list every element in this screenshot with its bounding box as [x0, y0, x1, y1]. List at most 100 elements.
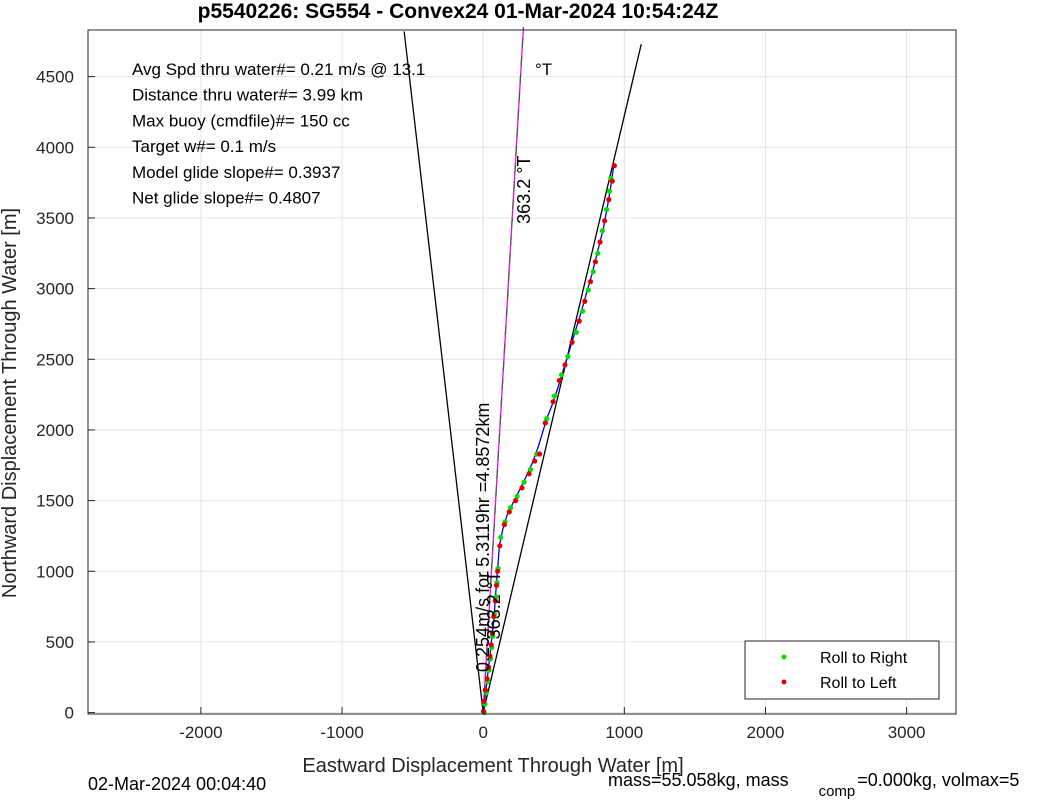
- roll-markers: [480, 163, 618, 716]
- roll-left-point: [597, 239, 603, 245]
- y-tick-label: 0: [65, 704, 74, 723]
- roll-right-point: [573, 329, 579, 335]
- roll-left-point: [587, 279, 594, 285]
- roll-left-point: [487, 653, 493, 659]
- roll-left-point: [492, 598, 498, 604]
- plot-area: [88, 30, 956, 714]
- stats-block: Avg Spd thru water#= 0.21 m/s @ 13.1 Dist…: [132, 60, 425, 208]
- roll-left-point: [609, 178, 615, 184]
- roll-left-point: [602, 218, 608, 224]
- y-axis-label: Northward Displacement Through Water [m]: [0, 208, 21, 598]
- roll-left-point: [513, 498, 519, 504]
- x-axis-label: Eastward Displacement Through Water [m]: [302, 755, 683, 777]
- stats-line: Model glide slope#= 0.3937: [132, 163, 340, 182]
- roll-left-point: [497, 543, 503, 549]
- roll-left-point: [542, 420, 548, 426]
- legend: Roll to Right Roll to Left: [744, 640, 940, 700]
- roll-left-point: [489, 630, 496, 637]
- roll-left-point: [537, 451, 543, 457]
- roll-right-point: [580, 308, 586, 314]
- roll-left-point: [576, 318, 582, 324]
- legend-label-roll-left: Roll to Left: [820, 675, 897, 692]
- roll-right-point: [514, 493, 520, 499]
- roll-left-point: [493, 582, 500, 589]
- y-tick-label: 4000: [36, 138, 74, 157]
- roll-left-point: [481, 698, 487, 704]
- stats-line: Avg Spd thru water#= 0.21 m/s @ 13.1: [132, 60, 425, 79]
- roll-left-point: [592, 259, 599, 265]
- chart-title: p5540226: SG554 - Convex24 01-Mar-2024 1…: [198, 0, 719, 23]
- roll-left-point: [550, 399, 556, 405]
- roll-left-point: [501, 522, 507, 528]
- cone-line: [403, 31, 484, 713]
- legend-label-roll-right: Roll to Right: [820, 650, 908, 667]
- roll-right-point: [585, 287, 591, 293]
- footer-mass-a: mass=55.058kg, mass: [608, 770, 789, 790]
- roll-right-point: [493, 594, 499, 600]
- footer-mass-info: mass=55.058kg, mass comp=0.000kg, volmax=…: [608, 770, 1019, 800]
- legend-marker-roll-left: [781, 679, 787, 685]
- y-tick-label: 4500: [36, 68, 74, 87]
- legend-marker-roll-right: [781, 654, 787, 660]
- annotation-label: 363.2 °T: [484, 571, 504, 639]
- roll-right-point: [544, 416, 550, 422]
- roll-right-point: [606, 188, 613, 194]
- y-tick-label: 2000: [36, 421, 74, 440]
- roll-right-point: [599, 228, 606, 234]
- current-vector-dash: [482, 27, 525, 713]
- roll-right-point: [604, 206, 610, 213]
- y-tick-label: 2500: [36, 350, 74, 369]
- roll-left-point: [482, 687, 488, 693]
- footer-mass-b: =0.000kg, volmax=5: [857, 770, 1019, 790]
- annotation-label: 363.2 °T: [514, 156, 534, 224]
- stats-line: Max buoy (cmdfile)#= 150 cc: [132, 111, 350, 130]
- x-tick-label: -2000: [179, 723, 222, 742]
- roll-right-point: [521, 479, 527, 485]
- stats-line: Net glide slope#= 0.4807: [132, 189, 321, 208]
- roll-left-point: [484, 676, 490, 682]
- annotation-label: 0.254m/s for 5.3119hr =4.8572km: [473, 403, 493, 672]
- roll-right-point: [565, 353, 571, 360]
- cone-lines: [403, 27, 642, 713]
- roll-left-point: [606, 197, 612, 203]
- roll-left-point: [562, 362, 568, 368]
- roll-right-point: [558, 372, 565, 378]
- cone-line: [482, 43, 642, 713]
- footer-timestamp: 02-Mar-2024 00:04:40: [88, 774, 266, 794]
- roll-left-point: [611, 163, 618, 169]
- roll-right-point: [498, 534, 504, 540]
- roll-left-point: [532, 458, 538, 464]
- roll-left-point: [519, 485, 525, 491]
- legend-box: [744, 640, 940, 700]
- roll-left-point: [486, 664, 492, 671]
- roll-left-point: [491, 613, 497, 620]
- roll-left-point: [556, 377, 563, 384]
- x-tick-label: 1000: [605, 723, 643, 742]
- footer-mass-sub: comp: [819, 783, 856, 800]
- roll-left-point: [569, 339, 575, 345]
- y-tick-label: 500: [46, 633, 74, 652]
- roll-right-point: [590, 269, 596, 275]
- roll-left-point: [526, 471, 532, 477]
- roll-left-point: [506, 509, 512, 515]
- plot-frame: [87, 29, 957, 715]
- x-tick-label: 2000: [747, 723, 785, 742]
- roll-left-point: [582, 298, 588, 304]
- stats-unit: °T: [535, 60, 552, 79]
- roll-right-point: [595, 250, 601, 256]
- roll-right-point: [508, 505, 514, 511]
- roll-right-point: [551, 393, 558, 399]
- tick-labels: -2000 -1000 0 1000 2000 3000 0 500 1000 1500 2000 2…: [36, 68, 925, 742]
- y-tick-label: 3500: [36, 209, 74, 228]
- y-tick-label: 1000: [36, 562, 74, 581]
- y-tick-label: 3000: [36, 280, 74, 299]
- roll-right-point: [527, 466, 534, 473]
- x-tick-label: 0: [478, 723, 487, 742]
- stats-line: Distance thru water#= 3.99 km: [132, 86, 363, 105]
- roll-left-point: [488, 642, 494, 648]
- x-tick-label: 3000: [888, 723, 926, 742]
- x-tick-label: -1000: [320, 723, 363, 742]
- grid: [88, 30, 956, 714]
